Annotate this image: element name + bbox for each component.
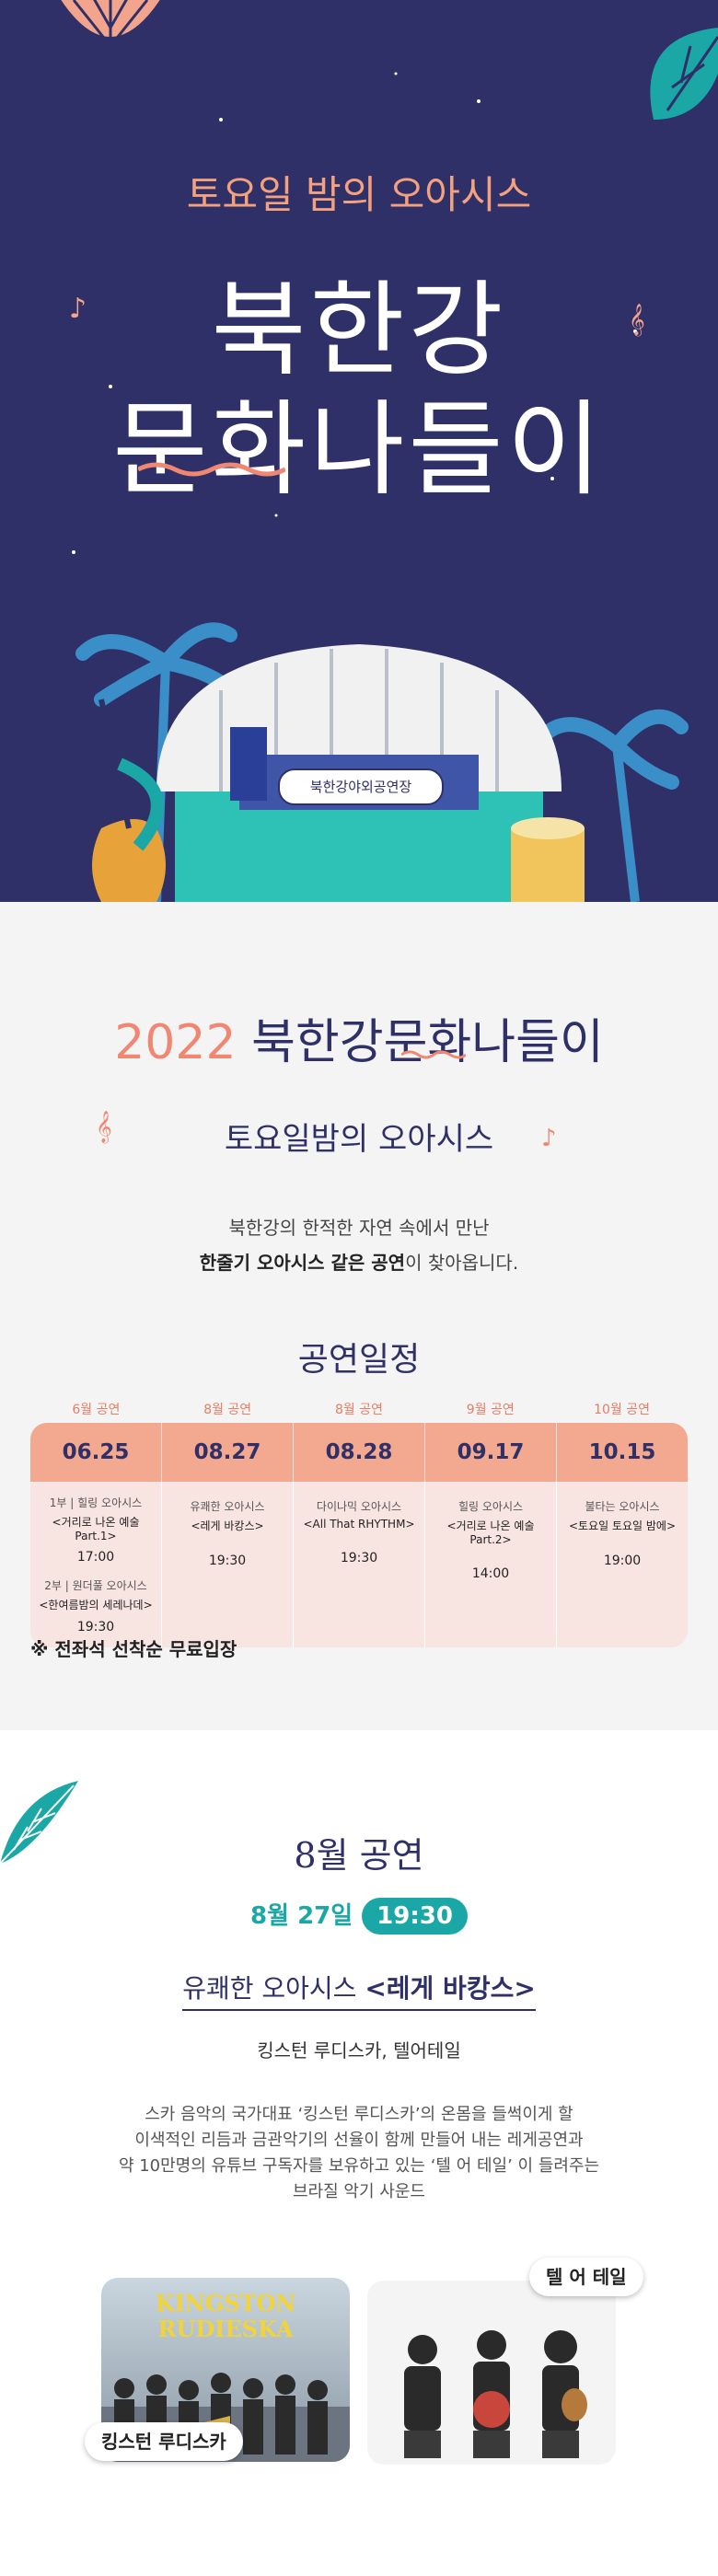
- intro-year: 2022: [114, 1015, 237, 1070]
- hero-banner: ♪ 𝄞 토요일 밤의 오아시스 북한강 문화나들이 북한강야외공연장: [0, 0, 718, 902]
- intro-subtitle: 토요일밤의 오아시스: [224, 1121, 494, 1158]
- august-desc-line: 브라질 악기 사운드: [293, 2182, 425, 2201]
- schedule-cell: 다이나믹 오아시스 <All That RHYTHM> 19:30: [294, 1482, 425, 1647]
- schedule-show: <거리로 나온 예술 Part.1>: [52, 1516, 140, 1542]
- schedule-show: <All That RHYTHM>: [303, 1518, 415, 1531]
- stars-decoration-icon: [72, 72, 637, 554]
- schedule-month: 8월 공연: [334, 1403, 383, 1417]
- stage-label: 북한강야외공연장: [278, 768, 444, 805]
- schedule-dates: 06.25 08.27 08.28 09.17 10.15: [30, 1423, 688, 1482]
- kingston-logo-line1: KINGSTON: [155, 2290, 296, 2316]
- hero-title-line2: 문화나들이: [112, 390, 606, 510]
- music-note-icon: ♪: [541, 1125, 557, 1152]
- intro-desc-rest: 이 찾아옵니다.: [405, 1252, 519, 1274]
- show-underline: [182, 2009, 536, 2011]
- schedule-month: 9월 공연: [466, 1403, 515, 1417]
- hero-subtitle: 토요일 밤의 오아시스: [186, 172, 532, 217]
- schedule-date: 10.15: [588, 1440, 656, 1464]
- schedule-label: 다이나믹 오아시스: [316, 1500, 402, 1513]
- schedule-show: <레게 바캉스>: [191, 1519, 264, 1532]
- free-admission-note: ※ 전좌석 선착순 무료입장: [30, 1638, 237, 1660]
- kingston-tag: 킹스턴 루디스카: [85, 2422, 243, 2461]
- trio-members-illustration: [404, 2330, 587, 2458]
- leaf-decoration-icon: [0, 1781, 78, 1865]
- schedule-time: 17:00: [76, 1550, 115, 1565]
- schedule-months: 6월 공연 8월 공연 8월 공연 9월 공연 10월 공연: [30, 1397, 688, 1423]
- august-show: 유쾌한 오아시스 <레게 바캉스>: [0, 1969, 718, 2005]
- wave-underline-icon: [138, 462, 285, 477]
- schedule-label: 1부 | 힐링 오아시스: [49, 1496, 143, 1509]
- august-desc-line: 약 10만명의 유튜브 구독자를 보유하고 있는 ‘텔 어 테일’ 이 들려주는: [118, 2156, 600, 2176]
- schedule-label: 힐링 오아시스: [457, 1500, 524, 1513]
- august-desc-line: 이색적인 리듬과 금관악기의 선율이 함께 만들어 내는 레게공연과: [134, 2131, 584, 2150]
- schedule-month: 8월 공연: [203, 1403, 252, 1417]
- schedule-date: 08.28: [294, 1423, 425, 1482]
- tell-a-tale-photo: [367, 2281, 616, 2465]
- schedule-table: 6월 공연 8월 공연 8월 공연 9월 공연 10월 공연 06.25 08.…: [30, 1397, 688, 1647]
- intro-title: 2022 북한강문화나들이: [0, 1003, 718, 1072]
- kingston-logo: KINGSTON RUDIESKA: [101, 2291, 350, 2342]
- schedule-show: <거리로 나온 예술 Part.2>: [446, 1519, 535, 1546]
- intro-desc-bold: 한줄기 오아시스 같은 공연: [199, 1252, 406, 1274]
- intro-desc-line1: 북한강의 한적한 자연 속에서 만난: [228, 1217, 490, 1239]
- music-note-icon: ♪: [69, 293, 87, 325]
- schedule-date: 09.17: [425, 1423, 557, 1482]
- august-title: 8월 공연: [294, 1835, 424, 1876]
- august-time-pill: 19:30: [362, 1898, 468, 1935]
- schedule-time: 19:30: [208, 1554, 247, 1568]
- schedule-card: 06.25 08.27 08.28 09.17 10.15 1부 | 힐링 오아…: [30, 1423, 688, 1647]
- stage-illustration: [75, 622, 689, 902]
- intro-desc-line2: 한줄기 오아시스 같은 공연이 찾아옵니다.: [0, 1248, 718, 1275]
- leaf-decoration-icon: [650, 28, 718, 120]
- intro-title-text: 북한강문화나들이: [251, 1015, 604, 1070]
- treble-clef-icon: 𝄞: [629, 304, 645, 336]
- leaf-decoration-icon: [61, 0, 160, 64]
- wave-underline-icon: [401, 1050, 466, 1059]
- schedule-show: <한여름밤의 세레나데>: [39, 1599, 153, 1611]
- august-desc-line: 스카 음악의 국가대표 ‘킹스턴 루디스카’의 온몸을 들썩이게 할: [145, 2105, 573, 2124]
- august-artists: 킹스턴 루디스카, 텔어테일: [257, 2039, 461, 2062]
- schedule-title: 공연일정: [297, 1341, 421, 1379]
- schedule-label: 불타는 오아시스: [585, 1500, 660, 1513]
- schedule-cell: 힐링 오아시스 <거리로 나온 예술 Part.2> 14:00: [425, 1482, 557, 1647]
- schedule-show: <토요일 토요일 밤에>: [568, 1519, 677, 1532]
- schedule-time: 14:00: [471, 1566, 510, 1581]
- schedule-cell: 불타는 오아시스 <토요일 토요일 밤에> 19:00: [557, 1482, 688, 1647]
- music-note-icon: 𝄞: [96, 1111, 112, 1143]
- august-show-title: <레게 바캉스>: [365, 1973, 536, 2004]
- schedule-cell: 유쾌한 오아시스 <레게 바캉스> 19:30: [162, 1482, 294, 1647]
- schedule-date: 08.27: [162, 1423, 294, 1482]
- schedule-date: 06.25: [30, 1423, 162, 1482]
- august-show-prefix: 유쾌한 오아시스: [182, 1973, 357, 2004]
- hero-title-line1: 북한강: [211, 271, 507, 390]
- kingston-logo-line2: RUDIESKA: [157, 2316, 294, 2342]
- schedule-label: 유쾌한 오아시스: [190, 1500, 265, 1513]
- tell-a-tale-tag: 텔 어 테일: [529, 2258, 643, 2296]
- schedule-label: 2부 | 원더풀 오아시스: [44, 1579, 147, 1592]
- august-date: 8월 27일 19:30: [0, 1897, 718, 1935]
- schedule-month: 10월 공연: [594, 1403, 651, 1417]
- schedule-time: 19:30: [340, 1551, 378, 1565]
- schedule-cell: 1부 | 힐링 오아시스 <거리로 나온 예술 Part.1> 17:00 2부…: [30, 1482, 162, 1647]
- august-date-text: 8월 27일: [250, 1902, 353, 1930]
- schedule-body: 1부 | 힐링 오아시스 <거리로 나온 예술 Part.1> 17:00 2부…: [30, 1482, 688, 1647]
- schedule-month: 6월 공연: [72, 1403, 121, 1417]
- schedule-time: 19:30: [76, 1620, 115, 1635]
- august-description: 스카 음악의 국가대표 ‘킹스턴 루디스카’의 온몸을 들썩이게 할 이색적인 …: [0, 2102, 718, 2205]
- schedule-time: 19:00: [603, 1554, 642, 1568]
